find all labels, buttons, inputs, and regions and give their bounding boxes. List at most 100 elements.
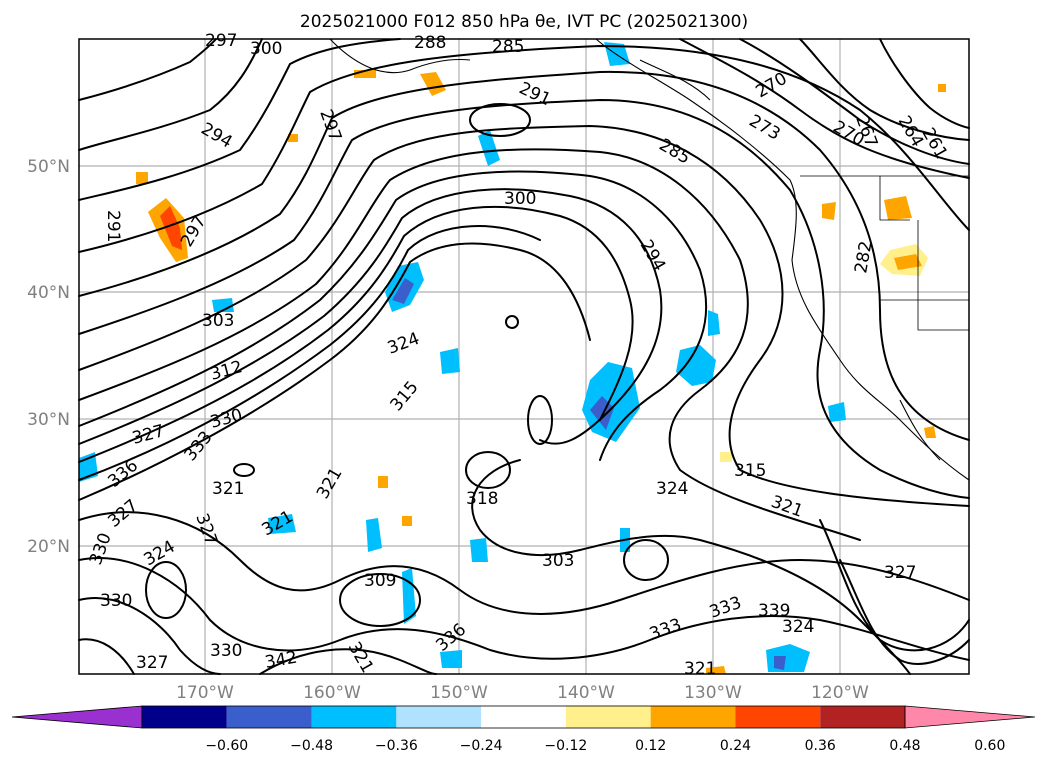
- colorbar-segment: [396, 706, 482, 728]
- contour-line: [739, 38, 970, 165]
- negative-anomaly: [478, 130, 500, 166]
- baja-coast: [899, 399, 941, 461]
- contour-label: 297: [205, 31, 237, 51]
- coastlines: [329, 38, 970, 481]
- contour-line: [78, 188, 663, 445]
- contour-loop: [623, 539, 669, 581]
- lon-label: 150°W: [430, 683, 488, 703]
- contour-label: 300: [250, 39, 282, 59]
- colorbar: −0.60 −0.48 −0.36 −0.24 −0.12 0.12 0.24 0.36 0.4…: [11, 705, 1036, 754]
- contour-label: 324: [782, 617, 814, 637]
- contour-line: [78, 205, 634, 463]
- negative-anomaly: [440, 348, 460, 374]
- contour-line: [78, 99, 970, 499]
- colorbar-extend-low: [11, 705, 143, 729]
- contour-line: [78, 557, 970, 661]
- contour-label: 291: [103, 210, 123, 242]
- longitude-labels: 170°W 160°W 150°W 140°W 130°W 120°W: [176, 683, 869, 703]
- negative-anomaly: [828, 402, 846, 422]
- latitude-labels: 50°N 40°N 30°N 20°N: [27, 157, 70, 557]
- alaska-coast: [329, 38, 471, 74]
- map-background: [79, 39, 969, 674]
- contour-label: 303: [202, 311, 234, 331]
- positive-anomaly: [288, 134, 298, 142]
- colorbar-frame: [141, 705, 906, 729]
- contour-label: 288: [414, 33, 446, 53]
- colorbar-segment: [735, 706, 821, 728]
- colorbar-tick-label: −0.60: [205, 738, 248, 754]
- colorbar-segment: [226, 706, 312, 728]
- contour-line: [78, 148, 861, 541]
- contour-label: 321: [684, 659, 716, 679]
- contour-line: [879, 38, 970, 129]
- contour-label: 303: [542, 551, 574, 571]
- map-border: [78, 38, 970, 675]
- lat-label: 50°N: [27, 157, 70, 177]
- contour-loop: [505, 315, 519, 329]
- contour-loop: [465, 451, 511, 489]
- map-title: 2025021000 F012 850 hPa θe, IVT PC (2025…: [300, 12, 748, 32]
- contour-loop: [527, 395, 553, 445]
- colorbar-tick-label: 0.36: [805, 738, 836, 754]
- contour-line: [471, 459, 911, 675]
- contour-label: 321: [212, 479, 244, 499]
- contour-line: [259, 648, 437, 675]
- lon-label: 160°W: [303, 683, 361, 703]
- positive-anomaly: [884, 196, 912, 220]
- theta-e-contours: [78, 38, 970, 675]
- positive-anomaly: [136, 172, 148, 184]
- contour-line: [819, 519, 970, 652]
- negative-anomaly: [708, 310, 720, 336]
- positive-anomaly: [402, 516, 412, 526]
- positive-anomaly: [720, 452, 732, 462]
- negative-anomaly: [470, 538, 488, 562]
- state-border: [879, 176, 910, 221]
- contour-loop: [145, 561, 187, 619]
- lon-label: 170°W: [176, 683, 234, 703]
- positive-anomaly: [420, 72, 446, 96]
- contour-label: 330: [100, 591, 132, 611]
- contour-line: [78, 38, 263, 151]
- contour-line: [78, 45, 970, 253]
- colorbar-segment: [142, 706, 227, 728]
- positive-anomaly: [894, 254, 922, 270]
- contour-line: [799, 38, 970, 141]
- colorbar-segment: [820, 706, 905, 728]
- negative-anomaly: [774, 656, 786, 670]
- negative-anomaly: [268, 514, 296, 534]
- contour-label: 324: [656, 479, 688, 499]
- colorbar-segment: [565, 706, 651, 728]
- contour-label: 309: [364, 571, 396, 591]
- contour-label: 330: [210, 641, 242, 661]
- contour-label: 327: [884, 563, 916, 583]
- contour-line: [78, 70, 970, 441]
- contour-label: 285: [492, 37, 524, 57]
- colorbar-segment: [311, 706, 397, 728]
- contour-line: [78, 170, 708, 461]
- north-america-coast: [595, 38, 970, 481]
- map-panel: 297 300 288 285 291 270 297 273 267 264 …: [78, 31, 970, 679]
- colorbar-extend-high: [904, 705, 1036, 729]
- lon-label: 120°W: [811, 683, 869, 703]
- negative-anomaly: [440, 650, 462, 668]
- island-coast: [639, 59, 711, 101]
- contour-label: 339: [758, 601, 790, 621]
- contour-line: [78, 638, 135, 675]
- colorbar-tick-label: −0.36: [375, 738, 418, 754]
- lat-label: 20°N: [27, 537, 70, 557]
- contour-loop: [469, 103, 531, 137]
- contour-line: [78, 242, 591, 501]
- colorbar-tick-label: −0.24: [460, 738, 503, 754]
- contour-line: [78, 125, 970, 507]
- colorbar-tick-label: −0.48: [290, 738, 333, 754]
- contour-line: [78, 511, 970, 615]
- contour-label: 315: [734, 461, 766, 481]
- state-border: [917, 220, 969, 331]
- colorbar-segment: [481, 706, 566, 728]
- positive-anomaly: [378, 476, 388, 488]
- positive-anomaly: [938, 84, 946, 92]
- lat-label: 40°N: [27, 283, 70, 303]
- contour-line: [78, 38, 217, 101]
- contour-line: [78, 225, 541, 481]
